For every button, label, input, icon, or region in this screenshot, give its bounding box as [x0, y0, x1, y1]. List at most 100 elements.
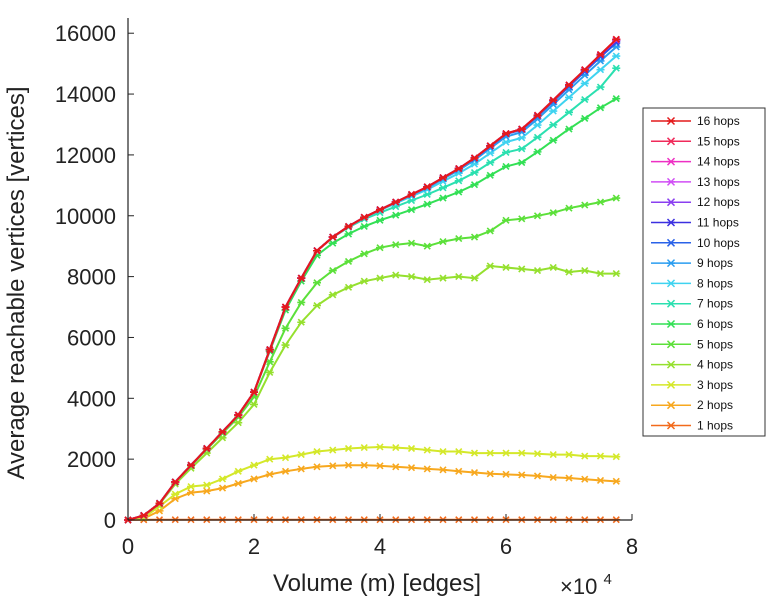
data-point — [565, 268, 573, 276]
x-tick-label: 0 — [122, 534, 134, 559]
data-point — [454, 188, 463, 196]
legend-marker — [666, 259, 676, 268]
data-point — [202, 444, 211, 453]
data-point — [376, 216, 384, 224]
data-point — [187, 489, 195, 497]
y-tick-label: 6000 — [67, 325, 116, 350]
data-point — [502, 449, 510, 457]
series-line — [127, 67, 618, 521]
data-point — [439, 238, 447, 246]
data-point — [423, 242, 432, 250]
data-point — [517, 134, 526, 142]
data-point — [250, 475, 258, 483]
data-point — [502, 138, 510, 146]
data-point — [502, 162, 510, 171]
data-point — [612, 269, 621, 278]
series-line — [127, 46, 617, 521]
legend-marker — [666, 238, 676, 247]
data-point — [407, 444, 416, 453]
data-point — [439, 174, 447, 182]
data-point — [596, 104, 605, 112]
data-point — [612, 95, 621, 103]
data-point — [439, 447, 447, 456]
data-point — [470, 154, 479, 162]
legend-marker — [666, 319, 676, 329]
data-point — [423, 446, 432, 454]
data-point — [549, 451, 558, 459]
data-point — [423, 200, 432, 208]
data-point — [202, 487, 211, 495]
y-tick-label: 2000 — [67, 447, 116, 472]
data-point — [565, 108, 573, 116]
data-point — [344, 230, 353, 238]
legend-entry: 3 hops — [651, 378, 733, 392]
data-point — [486, 470, 495, 478]
data-point — [313, 247, 321, 255]
series-2-hops — [124, 461, 621, 524]
data-point — [533, 148, 542, 156]
data-point — [281, 467, 290, 475]
data-point — [454, 235, 463, 243]
legend-entry: 10 hops — [651, 236, 740, 250]
data-point — [297, 274, 306, 282]
data-point — [376, 443, 384, 451]
legend-label: 13 hops — [697, 175, 740, 189]
data-point — [549, 209, 558, 217]
data-point — [328, 266, 337, 275]
x-tick-label: 6 — [500, 534, 512, 559]
data-point — [391, 241, 400, 249]
data-point — [470, 168, 479, 177]
legend-label: 15 hops — [697, 134, 740, 148]
data-point — [612, 35, 621, 43]
legend-marker — [666, 299, 676, 308]
data-point — [250, 400, 258, 408]
data-point — [344, 257, 353, 265]
legend-label: 1 hops — [697, 419, 733, 433]
data-point — [391, 463, 400, 471]
data-point — [454, 177, 463, 185]
data-point — [454, 467, 463, 475]
legend-entry: 12 hops — [651, 195, 740, 209]
data-point — [580, 452, 589, 460]
series-line — [127, 197, 617, 521]
data-point — [313, 447, 321, 456]
data-point — [565, 204, 573, 212]
data-point — [423, 465, 432, 473]
data-point — [328, 462, 337, 470]
data-point — [612, 64, 621, 72]
data-point — [281, 454, 290, 462]
data-point — [517, 471, 526, 479]
data-point — [549, 473, 558, 481]
data-point — [612, 453, 621, 461]
series-5-hops — [124, 194, 621, 524]
data-point — [565, 125, 573, 133]
data-point — [517, 125, 526, 133]
data-point — [297, 318, 306, 326]
legend-entry: 8 hops — [651, 276, 733, 290]
data-point — [533, 450, 542, 458]
data-point — [486, 142, 495, 150]
x-axis-label: Volume (m) [edges] — [273, 570, 481, 597]
legend-entry: 9 hops — [651, 256, 733, 270]
data-point — [391, 444, 400, 452]
legend-marker — [666, 116, 676, 126]
legend-entry: 11 hops — [651, 216, 739, 230]
data-point — [470, 233, 479, 241]
data-point — [439, 274, 447, 282]
legend-label: 9 hops — [697, 256, 733, 270]
legend-marker — [666, 177, 676, 186]
data-point — [407, 273, 416, 281]
legend-entry: 4 hops — [651, 358, 733, 372]
data-point — [533, 133, 542, 141]
data-point — [439, 466, 447, 474]
data-point — [360, 213, 369, 221]
data-point — [218, 475, 227, 483]
data-point — [265, 358, 274, 366]
legend-label: 2 hops — [697, 398, 733, 412]
data-point — [596, 269, 605, 278]
data-point — [439, 184, 447, 192]
series-line — [127, 97, 617, 521]
data-point — [313, 301, 321, 310]
legend-label: 7 hops — [697, 297, 733, 311]
